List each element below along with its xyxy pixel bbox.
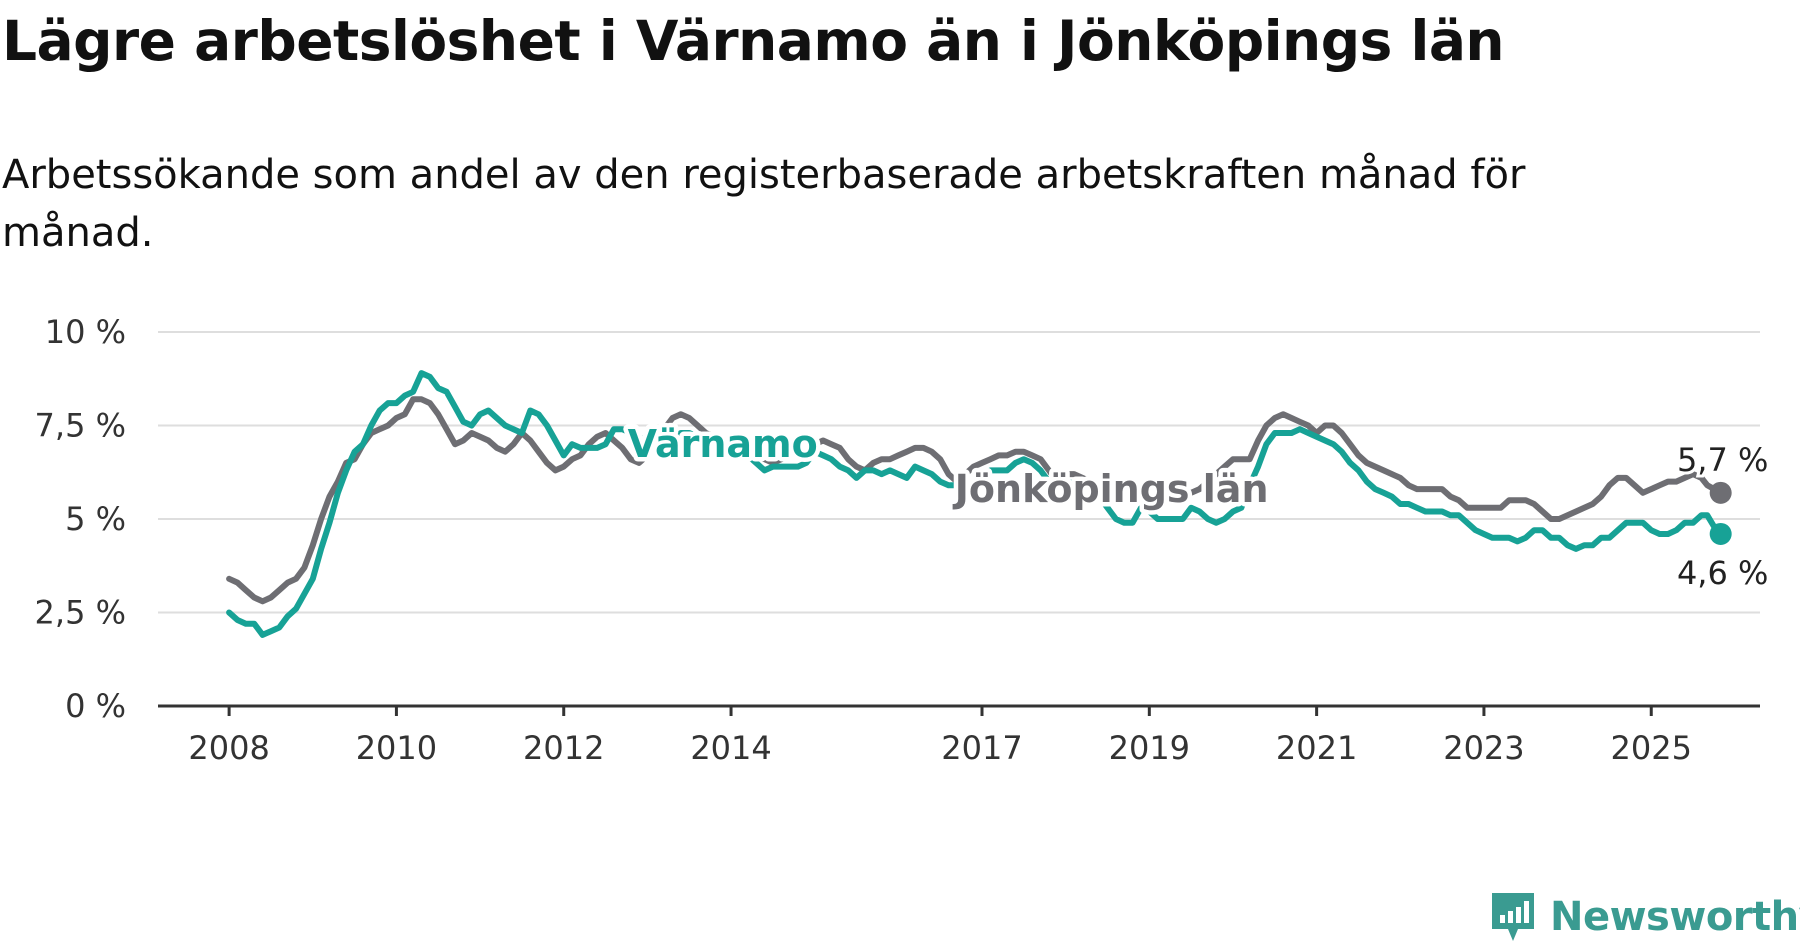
series-line (226, 370, 1724, 638)
series-end-value-label: 5,7 % (1677, 441, 1768, 479)
gridlines (158, 331, 1760, 614)
x-tick-label: 2017 (941, 729, 1022, 767)
series-name-label: Jönköpings län (952, 467, 1269, 511)
series-name-label: Värnamo (628, 422, 818, 466)
y-tick-label: 2,5 % (35, 594, 126, 632)
axes: 0 % 2,5 % 5 % 7,5 % 10 % 2008 2010 2012 2014 2017… (35, 313, 1760, 767)
chart-title: Lägre arbetslöshet i Värnamo än i Jönköp… (2, 9, 1505, 73)
series-end-dot (1709, 522, 1732, 545)
series-labels: 5,7 % 4,6 % Jönköpings län Värnamo (623, 418, 1771, 595)
x-tick-label: 2008 (188, 729, 269, 767)
y-tick-label: 7,5 % (35, 407, 126, 445)
x-tick-label: 2025 (1611, 729, 1692, 767)
series-line (226, 396, 1724, 605)
y-tick-label: 5 % (65, 500, 126, 538)
x-tick-label: 2012 (523, 729, 604, 767)
y-tick-label: 0 % (65, 687, 126, 725)
x-tick-label: 2010 (356, 729, 437, 767)
brand-name: Newsworthy (1550, 894, 1800, 940)
brand-logo: Newsworthy (1490, 888, 1800, 946)
x-tick-label: 2014 (690, 729, 771, 767)
series-lines (226, 370, 1732, 638)
x-tick-label: 2019 (1109, 729, 1190, 767)
y-tick-label: 10 % (45, 313, 126, 351)
x-tick-label: 2023 (1443, 729, 1524, 767)
chart-subtitle: Arbetssökande som andel av den registerb… (2, 152, 1526, 256)
newsworthy-logo-icon (1492, 893, 1534, 941)
series-end-dot (1709, 481, 1732, 504)
x-tick-label: 2021 (1276, 729, 1357, 767)
series-end-value-label: 4,6 % (1677, 554, 1768, 592)
